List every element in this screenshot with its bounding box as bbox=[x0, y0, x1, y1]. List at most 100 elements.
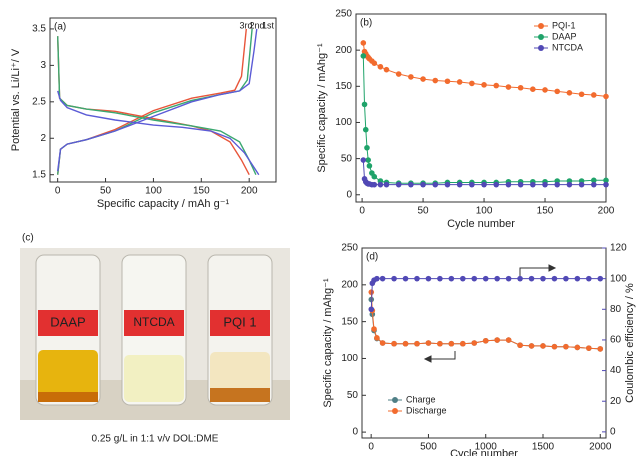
y-tick-label: 100 bbox=[341, 353, 358, 364]
y-tick-label: 0 bbox=[352, 427, 358, 438]
curve-label: 3rd bbox=[239, 20, 252, 30]
data-point bbox=[371, 173, 378, 180]
data-point bbox=[603, 93, 609, 100]
legend-marker bbox=[392, 408, 398, 414]
data-point bbox=[563, 275, 569, 282]
legend-marker bbox=[538, 23, 544, 29]
data-point bbox=[517, 275, 523, 282]
data-point bbox=[377, 181, 384, 188]
data-point bbox=[444, 78, 451, 85]
x-tick-label: 100 bbox=[145, 186, 162, 197]
y2-axis-label: Coulombic efficiency / % bbox=[624, 283, 636, 403]
data-point bbox=[505, 84, 512, 90]
vial-label: PQI 1 bbox=[223, 314, 256, 329]
data-point bbox=[374, 335, 380, 341]
data-point bbox=[471, 340, 478, 346]
data-point bbox=[566, 181, 573, 188]
data-point bbox=[395, 181, 402, 188]
data-point bbox=[414, 340, 420, 347]
data-point bbox=[420, 181, 426, 188]
data-point bbox=[420, 76, 426, 82]
data-point bbox=[530, 86, 536, 92]
data-point bbox=[377, 63, 384, 70]
series-line bbox=[370, 278, 601, 310]
y-tick-label: 0 bbox=[346, 189, 352, 200]
data-point bbox=[578, 91, 585, 98]
vial-label: NTCDA bbox=[133, 315, 174, 329]
data-point bbox=[371, 60, 378, 66]
data-point bbox=[368, 306, 375, 313]
y-tick-label: 3 bbox=[40, 60, 46, 71]
data-point bbox=[603, 181, 609, 188]
x-tick-label: 1000 bbox=[475, 442, 498, 453]
data-point bbox=[540, 343, 546, 349]
data-point bbox=[437, 340, 443, 347]
panel-label: (b) bbox=[360, 18, 372, 29]
data-point bbox=[597, 346, 604, 352]
series-line bbox=[362, 55, 606, 184]
data-point bbox=[383, 66, 390, 73]
data-point bbox=[551, 343, 558, 350]
data-point bbox=[528, 275, 535, 282]
y-tick-label: 250 bbox=[341, 243, 358, 254]
panel-label: (c) bbox=[22, 233, 34, 244]
data-point bbox=[368, 289, 375, 295]
vial: DAAP bbox=[35, 254, 101, 406]
curve-label: 2nd bbox=[249, 20, 264, 30]
y-tick-label: 200 bbox=[341, 279, 358, 290]
panel-label: (d) bbox=[366, 252, 378, 263]
x-axis-label: Cycle number bbox=[447, 218, 515, 230]
series-line bbox=[57, 28, 260, 176]
x-tick-label: 1500 bbox=[532, 442, 555, 453]
data-point bbox=[469, 80, 475, 87]
vial: PQI 1 bbox=[207, 254, 273, 406]
data-point bbox=[566, 90, 573, 96]
data-point bbox=[437, 275, 443, 282]
x-tick-label: 150 bbox=[193, 186, 210, 197]
y-tick-label: 250 bbox=[335, 9, 352, 20]
data-point bbox=[603, 177, 609, 184]
plot-frame bbox=[355, 13, 607, 203]
x-tick-label: 0 bbox=[368, 442, 374, 453]
y2-tick-label: 0 bbox=[610, 427, 616, 438]
data-point bbox=[505, 181, 512, 188]
data-point bbox=[494, 275, 500, 282]
data-point bbox=[505, 337, 512, 343]
legend-label: DAAP bbox=[552, 31, 577, 41]
vial-label: DAAP bbox=[50, 314, 85, 329]
data-point bbox=[379, 340, 386, 346]
data-point bbox=[586, 275, 592, 282]
legend-marker bbox=[392, 397, 398, 403]
y2-tick-label: 20 bbox=[610, 396, 622, 407]
data-point bbox=[517, 342, 523, 349]
data-point bbox=[365, 157, 371, 163]
x-tick-label: 150 bbox=[537, 206, 554, 217]
data-point bbox=[391, 340, 397, 347]
data-point bbox=[591, 177, 597, 184]
data-point bbox=[425, 340, 432, 346]
data-point bbox=[371, 326, 377, 332]
data-point bbox=[554, 181, 561, 188]
data-point bbox=[371, 181, 378, 188]
data-point bbox=[383, 181, 390, 188]
data-point bbox=[517, 84, 524, 91]
data-point bbox=[482, 337, 489, 344]
data-point bbox=[471, 275, 478, 282]
y-tick-label: 50 bbox=[341, 153, 353, 164]
vial: NTCDA bbox=[121, 254, 187, 406]
data-point bbox=[574, 344, 581, 351]
data-point bbox=[361, 101, 368, 108]
y2-tick-label: 60 bbox=[610, 335, 622, 346]
data-point bbox=[481, 181, 487, 188]
data-point bbox=[360, 157, 367, 163]
data-point bbox=[366, 163, 373, 169]
y-tick-label: 1.5 bbox=[32, 169, 46, 180]
arrow-head bbox=[548, 264, 557, 272]
data-point bbox=[448, 275, 455, 282]
data-point bbox=[494, 337, 500, 343]
data-point bbox=[528, 343, 535, 349]
x-tick-label: 0 bbox=[55, 186, 61, 197]
y-tick-label: 2.5 bbox=[32, 96, 46, 107]
y-tick-label: 150 bbox=[335, 81, 352, 92]
